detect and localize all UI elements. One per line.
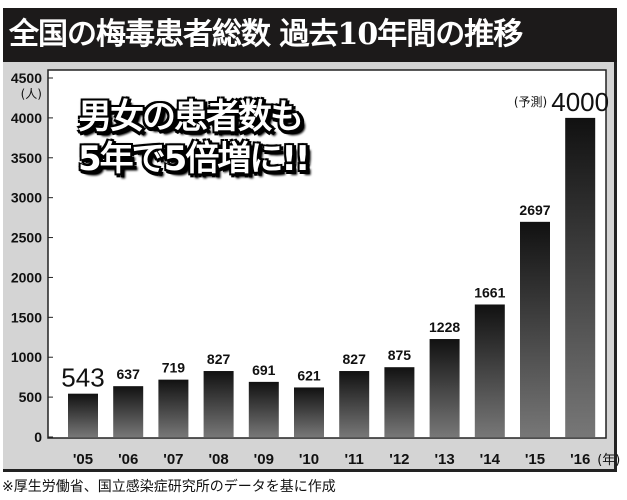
bar — [339, 371, 370, 437]
y-tick-label: 500 — [19, 389, 43, 405]
data-label: 637 — [117, 366, 141, 382]
x-tick-label: '16 — [570, 451, 590, 468]
y-tick-label: 1500 — [11, 309, 42, 325]
chart-title: 全国の梅毒患者総数 過去10年間の推移 — [3, 8, 617, 62]
x-tick-label: '06 — [118, 451, 138, 468]
x-tick-label: '05 — [73, 451, 93, 468]
forecast-label: (予測) — [514, 95, 547, 109]
x-tick-label: '07 — [163, 451, 183, 468]
y-axis-unit: (人) — [21, 87, 42, 101]
data-label: 543 — [61, 363, 104, 393]
bar — [294, 387, 324, 437]
callout-line-2: 5年で5倍増に!! — [78, 139, 310, 179]
bar — [384, 367, 415, 437]
y-tick-label: 1000 — [11, 349, 42, 365]
x-tick-label: '10 — [299, 451, 319, 468]
data-label: 827 — [343, 351, 367, 367]
x-tick-label: '15 — [525, 451, 545, 468]
data-label: 875 — [388, 347, 412, 363]
callout-line-1: 男女の患者数も — [78, 97, 304, 137]
x-tick-label: '08 — [208, 451, 228, 468]
data-label: 2697 — [519, 202, 550, 218]
bar — [158, 379, 189, 437]
x-tick-label: '11 — [344, 451, 363, 468]
bar — [474, 304, 505, 437]
source-note: ※厚生労働省、国立感染症研究所のデータを基に作成 — [2, 479, 336, 495]
bar — [520, 221, 550, 437]
x-tick-label: '09 — [254, 451, 274, 468]
bar — [248, 381, 279, 437]
data-label: 827 — [207, 351, 231, 367]
y-tick-label: 3500 — [11, 150, 42, 166]
bar — [113, 386, 144, 437]
y-tick-label: 4000 — [11, 110, 42, 126]
bar — [203, 371, 234, 437]
callout: 男女の患者数も 5年で5倍増に!! — [78, 96, 310, 180]
data-label: 719 — [162, 360, 186, 376]
data-label: 1228 — [429, 319, 460, 335]
data-label: 1661 — [474, 284, 505, 300]
y-tick-label: 4500 — [11, 70, 42, 86]
y-tick-label: 0 — [34, 429, 42, 445]
x-axis-unit: (年) — [597, 453, 620, 468]
y-tick-label: 3000 — [11, 190, 42, 206]
data-label: 621 — [297, 367, 321, 383]
x-tick-label: '12 — [389, 451, 409, 468]
plot-area — [47, 69, 607, 439]
data-label: 691 — [252, 362, 276, 378]
bar — [429, 339, 460, 437]
x-tick-label: '13 — [434, 451, 454, 468]
bar — [68, 393, 98, 437]
x-tick-label: '14 — [480, 451, 501, 468]
bar — [565, 117, 596, 437]
y-tick-label: 2000 — [11, 269, 42, 285]
data-label: 4000 — [551, 87, 609, 117]
y-tick-label: 2500 — [11, 230, 42, 246]
